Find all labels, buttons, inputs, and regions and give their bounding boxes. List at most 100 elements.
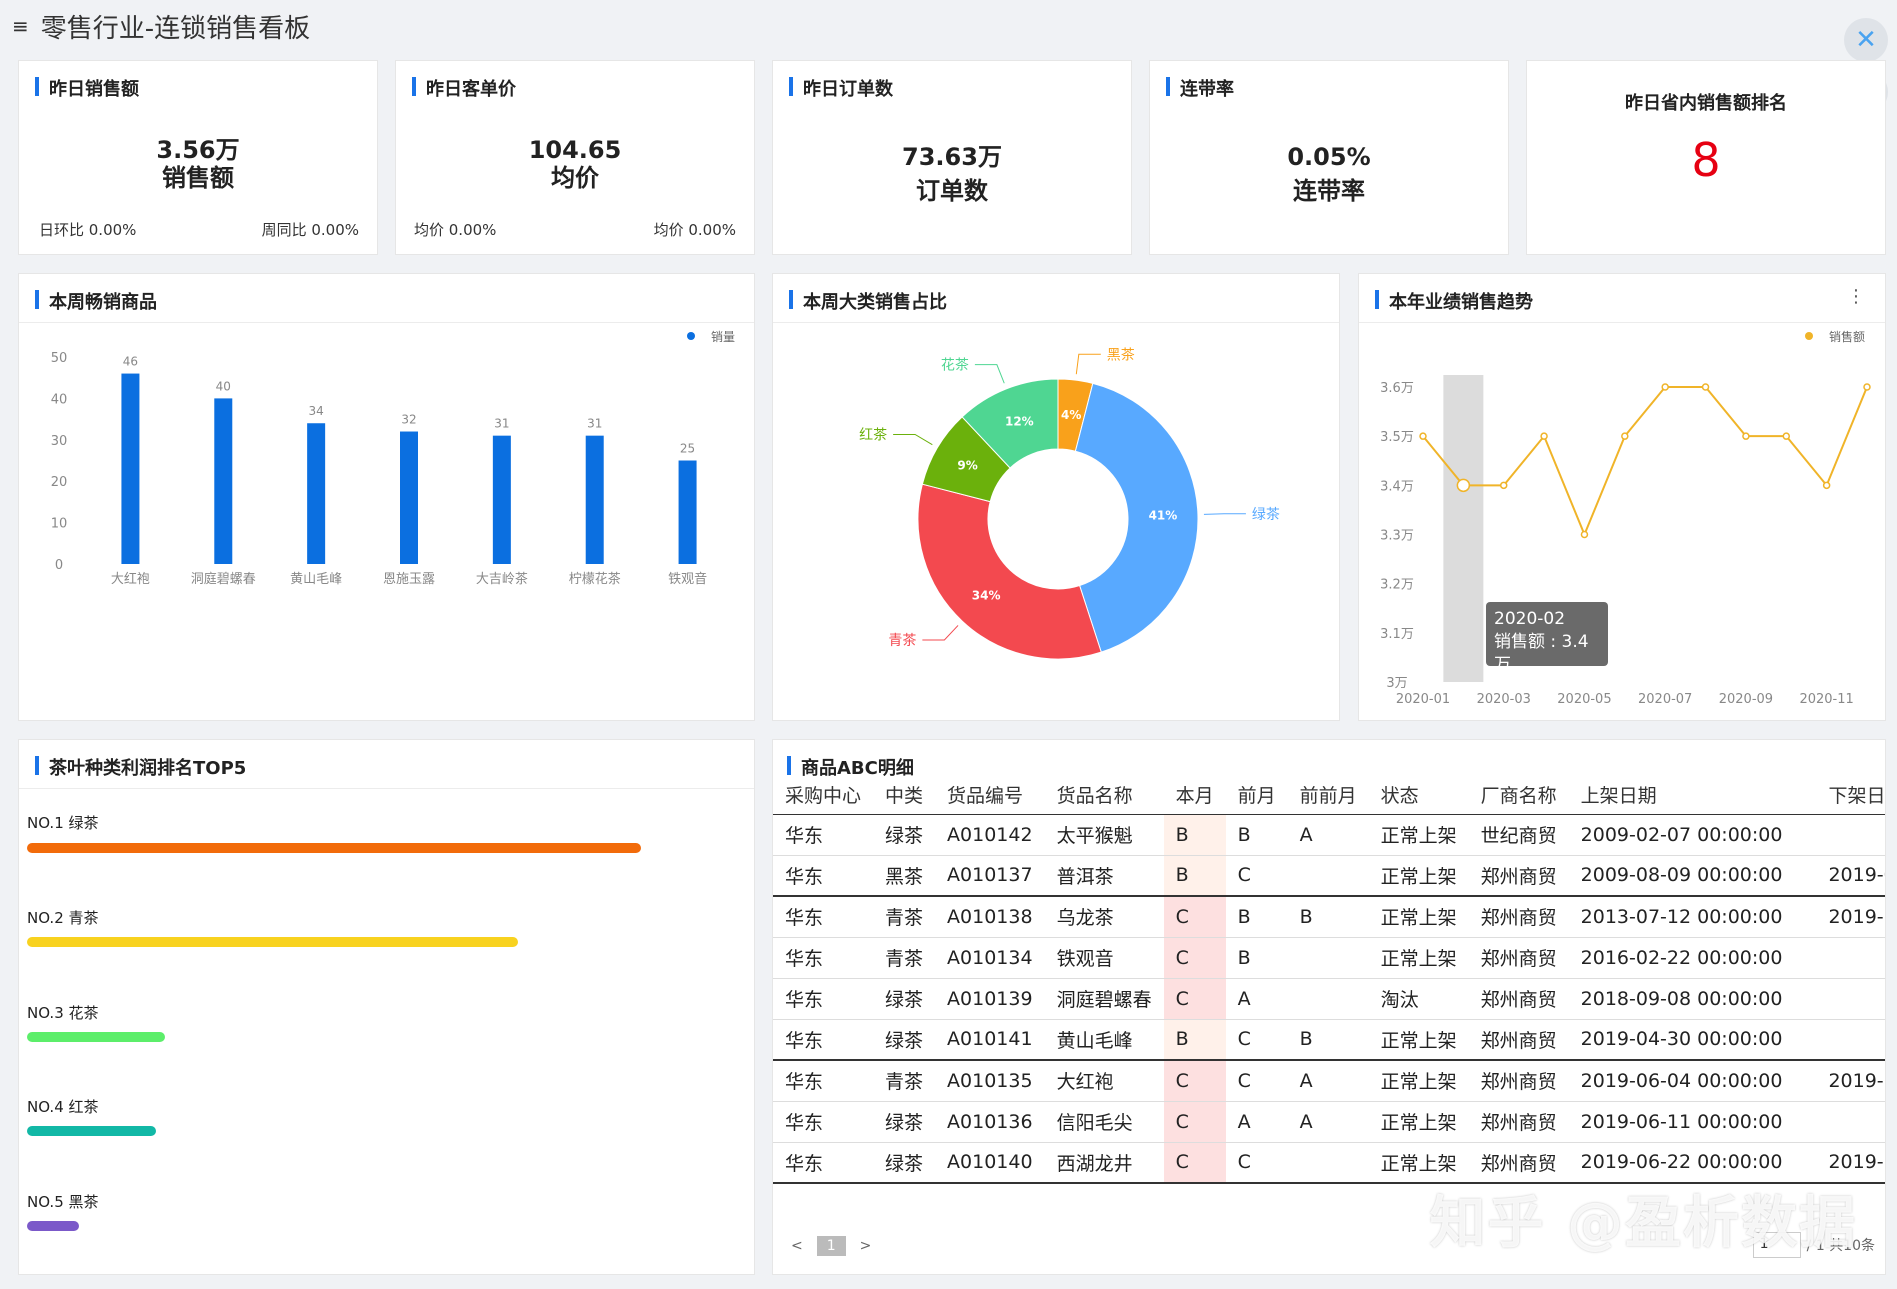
- table-cell: 2019-06-04 00:00:00: [1568, 1060, 1795, 1102]
- table-row[interactable]: 华东 青茶 A010134 铁观音 C B 正常上架 郑州商贸 2016-02-22 00:00…: [773, 937, 1885, 979]
- bar[interactable]: [307, 423, 326, 564]
- table-cell: A010134: [935, 937, 1045, 979]
- donut-slice[interactable]: [961, 378, 1059, 469]
- column-header[interactable]: 采购中心: [773, 776, 874, 815]
- data-point[interactable]: [1822, 481, 1831, 490]
- table-cell: C: [1225, 855, 1288, 897]
- table-cell: 华东: [773, 1060, 874, 1102]
- table-row[interactable]: 华东 绿茶 A010140 西湖龙井 C C 正常上架 郑州商贸 2019-06-22 00:0…: [773, 1142, 1885, 1184]
- data-point[interactable]: [1419, 432, 1427, 440]
- current-page[interactable]: 1: [816, 1236, 846, 1256]
- page-input[interactable]: 1: [1752, 1232, 1801, 1258]
- data-point[interactable]: [1580, 530, 1589, 539]
- donut-slice[interactable]: [1074, 382, 1199, 653]
- table-cell: 信阳毛尖: [1044, 1101, 1164, 1143]
- table-cell: A010138: [935, 896, 1045, 938]
- kpi-value: 104.65 均价: [396, 136, 754, 192]
- kpi-card-attach-rate: 连带率 0.05% 连带率: [1149, 60, 1509, 255]
- abc-table: 采购中心中类货品编号货品名称本月前月前前月状态厂商名称上架日期下架日期 华东绿茶…: [773, 776, 1885, 1184]
- bestsellers-title: 本周畅销商品: [35, 288, 157, 314]
- column-header[interactable]: 中类: [873, 776, 936, 815]
- top5-item-label: NO.4 红茶: [27, 1098, 99, 1116]
- bar[interactable]: [400, 431, 418, 564]
- table-cell: 西湖龙井: [1044, 1142, 1164, 1184]
- data-point[interactable]: [1863, 383, 1871, 391]
- x-tick-label: 黄山毛峰: [290, 572, 342, 587]
- table-cell: B: [1163, 855, 1226, 897]
- table-cell: C: [1163, 896, 1226, 938]
- top5-item-label: NO.5 黑茶: [27, 1193, 99, 1211]
- top5-bar-green-tea: [27, 843, 641, 853]
- column-header[interactable]: 上架日期: [1568, 776, 1795, 815]
- column-header[interactable]: 货品编号: [935, 776, 1045, 815]
- page-summary: / 1 共10条: [1806, 1238, 1875, 1254]
- table-row[interactable]: 华东 绿茶 A010139 洞庭碧螺春 C A 淘汰 郑州商贸 2018-09-08 00:00…: [773, 978, 1885, 1020]
- table-cell: 正常上架: [1368, 855, 1469, 897]
- prev-page-button[interactable]: <: [791, 1238, 803, 1254]
- x-tick-label: 洞庭碧螺春: [191, 571, 256, 587]
- data-point[interactable]: [1540, 432, 1548, 440]
- top5-item-label: NO.1 绿茶: [27, 814, 99, 832]
- divider: [19, 788, 754, 789]
- column-header[interactable]: 本月: [1163, 776, 1226, 815]
- data-point[interactable]: [1456, 478, 1471, 493]
- divider: [773, 322, 1339, 323]
- table-cell: 青茶: [873, 896, 936, 938]
- y-tick-label: 3.3万: [1380, 529, 1414, 544]
- next-page-button[interactable]: >: [859, 1238, 872, 1254]
- kpi-card-avg-price: 昨日客单价 104.65 均价 均价 0.00% 均价 0.00%: [395, 60, 755, 255]
- close-button[interactable]: ✕: [1844, 18, 1888, 62]
- divider: [19, 322, 754, 323]
- data-point[interactable]: [1782, 432, 1791, 440]
- data-point[interactable]: [1621, 432, 1629, 440]
- column-header[interactable]: 前月: [1225, 776, 1288, 815]
- table-cell: A010141: [935, 1019, 1045, 1061]
- table-cell: [1794, 1019, 1885, 1061]
- pagination: < 1 >: [791, 1236, 871, 1256]
- column-header[interactable]: 货品名称: [1044, 776, 1164, 815]
- table-cell: [1287, 937, 1369, 979]
- column-header[interactable]: 下架日期: [1794, 776, 1885, 815]
- x-tick-label: 2020-07: [1638, 692, 1692, 707]
- table-cell: 世纪商贸: [1468, 814, 1569, 856]
- data-point[interactable]: [1742, 432, 1750, 440]
- menu-icon[interactable]: ≡: [12, 14, 29, 38]
- category-share-panel: 本周大类销售占比 4% 黑茶 41% 绿茶 34% 青茶 9% 红茶 12% 花茶: [772, 273, 1340, 721]
- data-point[interactable]: [1701, 383, 1710, 391]
- table-row[interactable]: 华东 青茶 A010138 乌龙茶 C B B 正常上架 郑州商贸 2013-07-12 00:0…: [773, 896, 1885, 938]
- kpi-card-orders: 昨日订单数 73.63万 订单数: [772, 60, 1132, 255]
- data-point[interactable]: [1499, 481, 1508, 490]
- bar[interactable]: [492, 435, 511, 564]
- x-tick-label: 铁观音: [668, 571, 707, 587]
- bar[interactable]: [214, 398, 233, 564]
- table-cell: 郑州商贸: [1468, 937, 1569, 979]
- table-cell: 华东: [773, 855, 874, 897]
- column-header[interactable]: 厂商名称: [1468, 776, 1569, 815]
- table-row[interactable]: 华东 绿茶 A010142 太平猴魁 B B A 正常上架 世纪商贸 2009-02-07 00:…: [773, 814, 1885, 856]
- table-cell: 华东: [773, 1019, 874, 1061]
- donut-slice[interactable]: [917, 483, 1102, 660]
- table-cell: 大红袍: [1044, 1060, 1164, 1102]
- kpi-card-rank: 昨日省内销售额排名 8: [1526, 60, 1886, 255]
- hover-band: [1443, 375, 1484, 682]
- table-row[interactable]: 华东 青茶 A010135 大红袍 C C A 正常上架 郑州商贸 2019-06-04 00:0…: [773, 1060, 1885, 1102]
- column-header[interactable]: 前前月: [1287, 776, 1369, 815]
- kpi-foot-right: 周同比 0.00%: [261, 221, 359, 239]
- table-cell: 华东: [773, 937, 874, 979]
- bar[interactable]: [678, 460, 697, 565]
- data-point[interactable]: [1661, 383, 1669, 391]
- table-row[interactable]: 华东 绿茶 A010141 黄山毛峰 B C B 正常上架 郑州商贸 2019-04-30 00:…: [773, 1019, 1885, 1061]
- x-tick-label: 柠檬花茶: [569, 571, 621, 587]
- bar[interactable]: [585, 435, 604, 564]
- kpi-value: 73.63万 订单数: [773, 141, 1131, 208]
- trend-title: 本年业绩销售趋势: [1375, 288, 1533, 314]
- bar[interactable]: [121, 373, 140, 564]
- table-row[interactable]: 华东 绿茶 A010136 信阳毛尖 C A A 正常上架 郑州商贸 2019-06-11 00:…: [773, 1101, 1885, 1143]
- table-row[interactable]: 华东 黑茶 A010137 普洱茶 B C 正常上架 郑州商贸 2009-08-09 00:00…: [773, 855, 1885, 897]
- column-header[interactable]: 状态: [1368, 776, 1469, 815]
- chart-tooltip: 2020-02 销售额 : 3.4万: [1486, 602, 1608, 675]
- table-cell: A010139: [935, 978, 1045, 1020]
- kpi-foot-right: 均价 0.00%: [653, 221, 736, 239]
- more-icon[interactable]: ⋮: [1847, 286, 1865, 307]
- x-tick-label: 恩施玉露: [383, 572, 435, 587]
